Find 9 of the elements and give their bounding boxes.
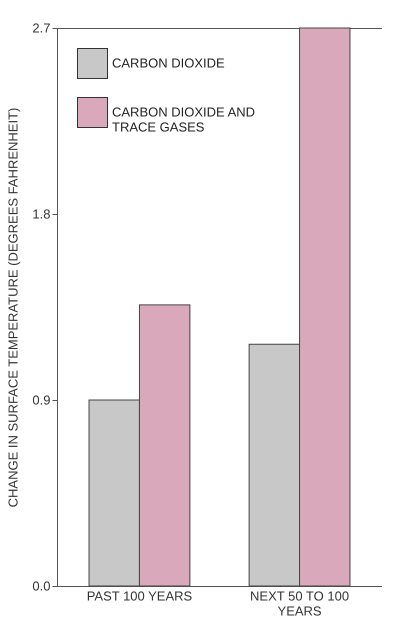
legend-label: CARBON DIOXIDE AND TRACE GASES bbox=[112, 104, 256, 134]
y-tick-label: 2.7 bbox=[32, 20, 50, 36]
y-tick-label: 0.0 bbox=[32, 578, 50, 594]
x-tick-label: PAST 100 YEARS bbox=[86, 588, 193, 604]
y-tick-label: 0.9 bbox=[32, 392, 50, 408]
x-tick-label: NEXT 50 TO 100 YEARS bbox=[250, 588, 350, 618]
y-axis-title: CHANGE IN SURFACE TEMPERATURE (DEGREES FAHRENHEIT) bbox=[5, 108, 20, 508]
legend-label: CARBON DIOXIDE bbox=[112, 56, 226, 70]
y-tick-label: 1.8 bbox=[32, 206, 50, 222]
